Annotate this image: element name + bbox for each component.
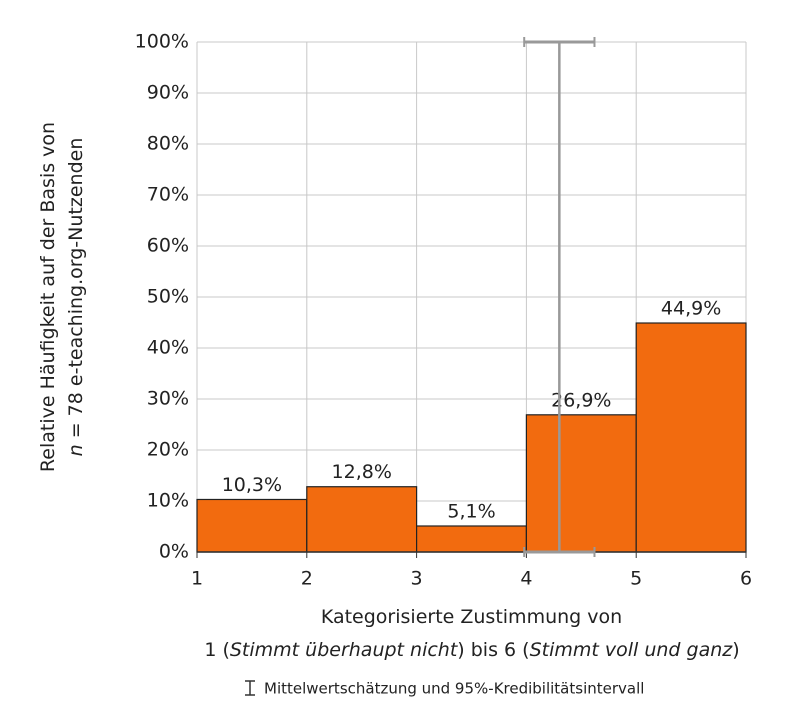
bar (525, 414, 637, 553)
axis-label: Kategorisierte Zustimmung von (321, 606, 622, 628)
bar (306, 486, 418, 553)
axis-label-part: Kategorisierte Zustimmung von (321, 606, 622, 628)
axis-label: n = 78 e-teaching.org-Nutzenden (65, 138, 87, 457)
y-tick-label: 30% (147, 388, 189, 410)
axis-label: Relative Häufigkeit auf der Basis von (37, 122, 59, 472)
x-tick-label: 1 (191, 568, 203, 590)
value-label: 12,8% (332, 461, 392, 483)
axis-label-part: 1 ( (204, 639, 230, 661)
legend-symbol (245, 680, 255, 696)
value-label: 44,9% (661, 298, 721, 320)
y-tick-label: 0% (159, 541, 189, 563)
y-tick-label: 80% (147, 133, 189, 155)
x-tick-label: 2 (301, 568, 313, 590)
y-tick-label: 70% (147, 184, 189, 206)
y-tick-label: 60% (147, 235, 189, 257)
x-tick-label: 5 (630, 568, 642, 590)
y-tick-label: 90% (147, 82, 189, 104)
axis-label-part: n (65, 444, 87, 456)
x-tick-label: 6 (740, 568, 752, 590)
y-tick-label: 40% (147, 337, 189, 359)
value-label: 5,1% (447, 500, 495, 522)
x-tick-label: 4 (520, 568, 532, 590)
axis-label: 1 (Stimmt überhaupt nicht) bis 6 (Stimmt… (204, 639, 739, 661)
x-tick-label: 3 (411, 568, 423, 590)
y-tick-label: 50% (147, 286, 189, 308)
value-label: 26,9% (551, 389, 611, 411)
bar (416, 525, 528, 553)
axis-label-part: Stimmt überhaupt nicht (230, 639, 459, 661)
bar (635, 322, 747, 553)
y-tick-label: 100% (135, 31, 189, 53)
y-tick-label: 10% (147, 490, 189, 512)
axis-label-part: ) bis 6 ( (457, 639, 529, 661)
y-tick-label: 20% (147, 439, 189, 461)
value-label: 10,3% (222, 474, 282, 496)
axis-label-part: Relative Häufigkeit auf der Basis von (37, 122, 59, 472)
legend-label: Mittelwertschätzung und 95%-Kredibilität… (264, 680, 644, 698)
bar (196, 498, 308, 553)
axis-label-part: = 78 e-teaching.org-Nutzenden (65, 138, 87, 445)
axis-label-part: Stimmt voll und ganz (530, 639, 734, 661)
axis-label-part: ) (732, 639, 739, 661)
